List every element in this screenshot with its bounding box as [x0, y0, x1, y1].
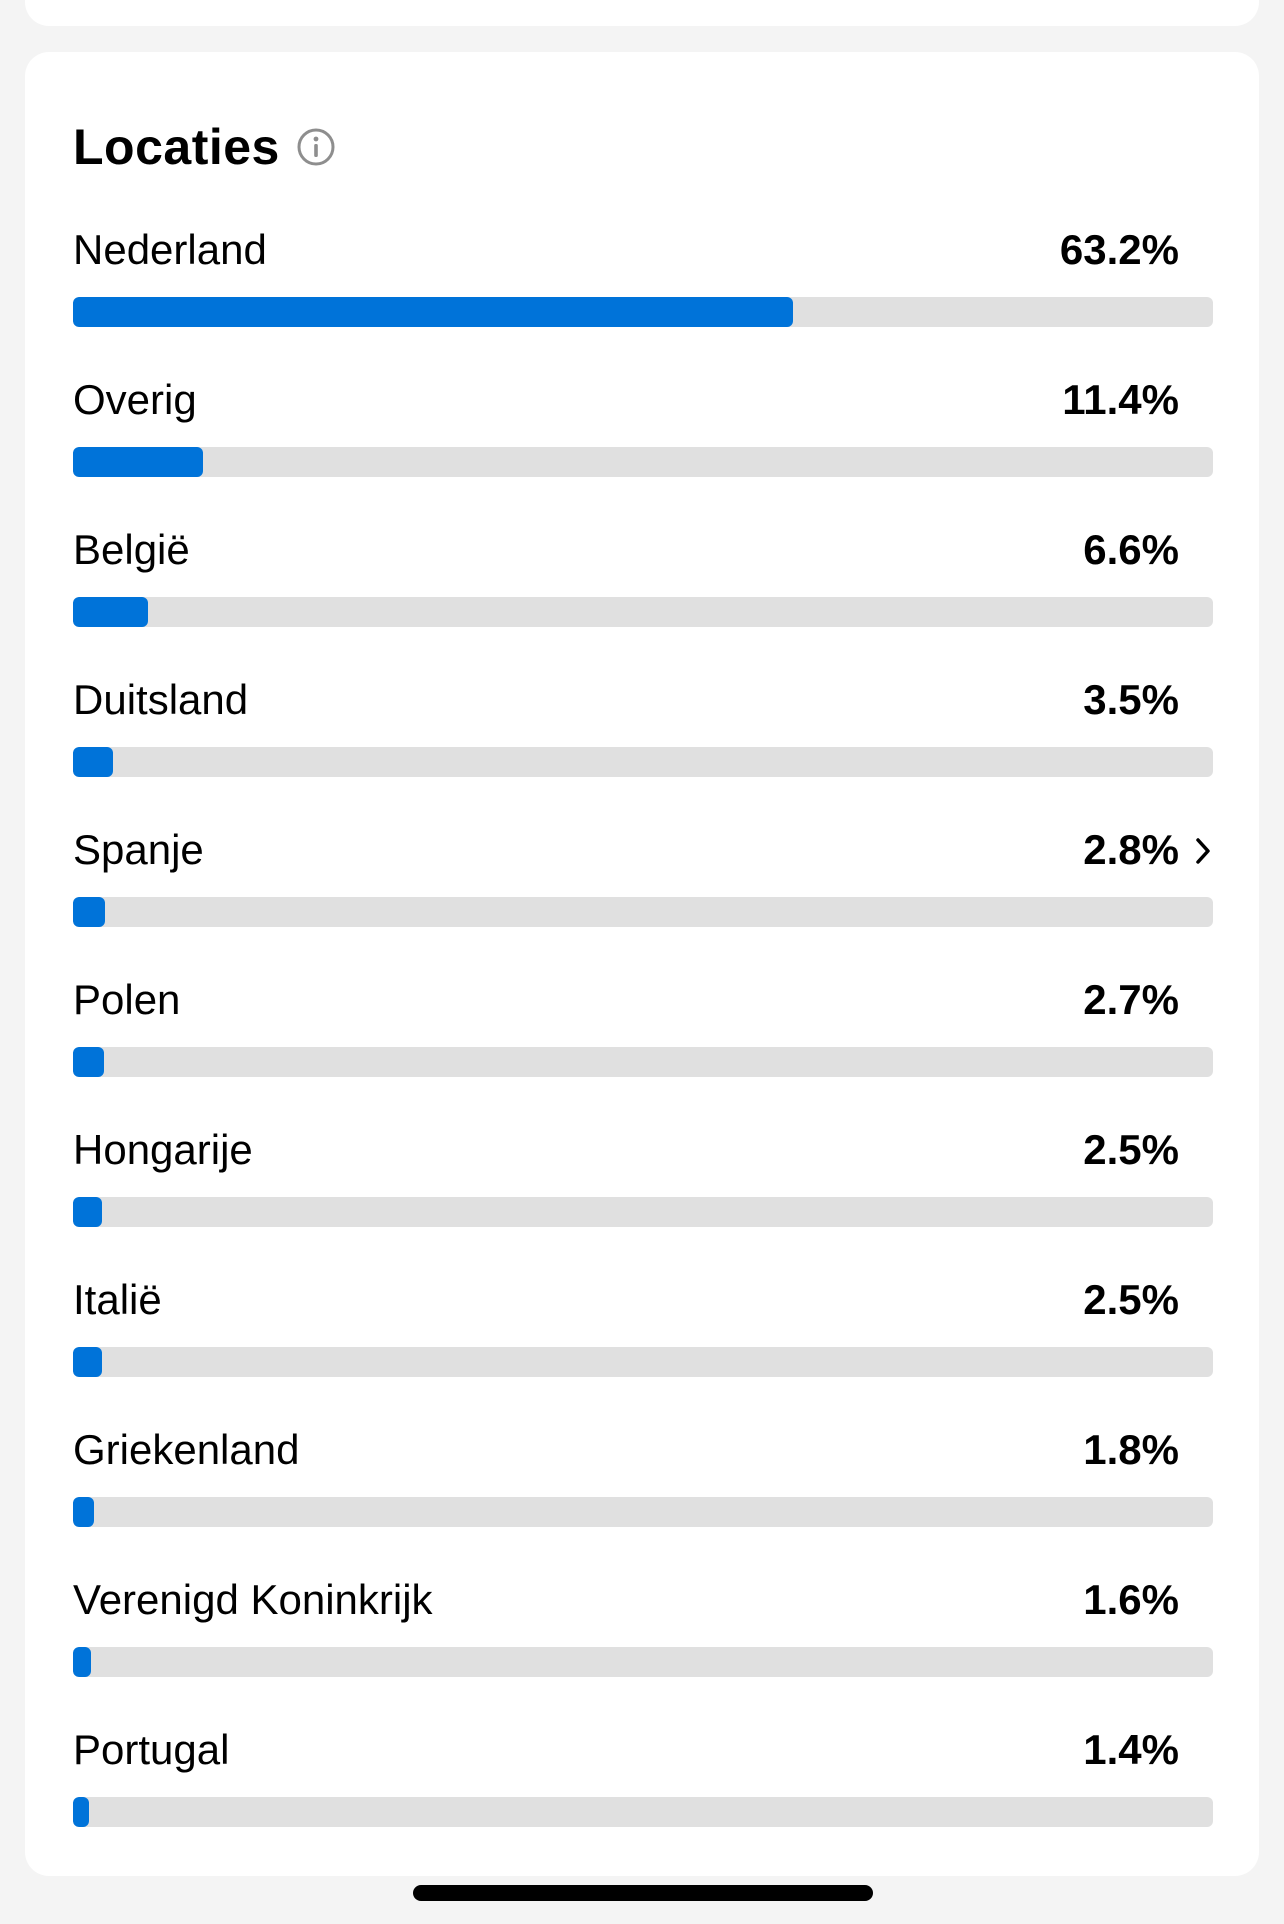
percentage-bar-fill [73, 1347, 102, 1377]
percentage-bar-track [73, 447, 1213, 477]
location-percentage: 2.7% [1083, 976, 1179, 1023]
percentage-bar-fill [73, 1647, 91, 1677]
location-percentage: 3.5% [1083, 676, 1179, 723]
location-percentage: 1.4% [1083, 1726, 1179, 1773]
percentage-bar-fill [73, 1047, 104, 1077]
location-percentage: 6.6% [1083, 526, 1179, 573]
percentage-bar-track [73, 747, 1213, 777]
percentage-bar-track [73, 1047, 1213, 1077]
percentage-bar-fill [73, 297, 793, 327]
location-row: Nederland 63.2% [73, 220, 1213, 370]
location-row: Overig 11.4% [73, 370, 1213, 520]
card-header: Locaties [73, 114, 336, 180]
location-label: Portugal [73, 1726, 230, 1773]
section-title: Locaties [73, 119, 280, 175]
percentage-bar-fill [73, 1797, 89, 1827]
location-label: België [73, 526, 190, 573]
location-label: Overig [73, 376, 197, 423]
location-row: Duitsland 3.5% [73, 670, 1213, 820]
location-row: Griekenland 1.8% [73, 1420, 1213, 1570]
location-row: Italië 2.5% [73, 1270, 1213, 1420]
percentage-bar-fill [73, 447, 203, 477]
location-percentage: 2.5% [1083, 1276, 1179, 1323]
location-label: Polen [73, 976, 181, 1023]
location-row: België 6.6% [73, 520, 1213, 670]
chevron-right-icon[interactable] [1193, 836, 1213, 866]
location-percentage: 63.2% [1059, 226, 1179, 273]
location-label: Hongarije [73, 1126, 253, 1173]
percentage-bar-fill [73, 1497, 94, 1527]
percentage-bar-fill [73, 597, 148, 627]
locations-list: Nederland 63.2% Overig 11.4% België 6.6% Duits… [73, 220, 1213, 1870]
percentage-bar-track [73, 1497, 1213, 1527]
percentage-bar-track [73, 597, 1213, 627]
location-label: Griekenland [73, 1426, 300, 1473]
location-percentage: 1.8% [1083, 1426, 1179, 1473]
location-percentage: 11.4% [1062, 376, 1179, 423]
percentage-bar-track [73, 897, 1213, 927]
percentage-bar-track [73, 1647, 1213, 1677]
location-label: Spanje [73, 826, 204, 873]
percentage-bar-track [73, 1347, 1213, 1377]
percentage-bar-fill [73, 897, 105, 927]
location-row: Portugal 1.4% [73, 1720, 1213, 1870]
percentage-bar-track [73, 1197, 1213, 1227]
percentage-bar-fill [73, 1197, 102, 1227]
percentage-bar-fill [73, 747, 113, 777]
location-row[interactable]: Spanje 2.8% [73, 820, 1213, 970]
percentage-bar-track [73, 1797, 1213, 1827]
home-indicator[interactable] [413, 1885, 873, 1901]
location-label: Verenigd Koninkrijk [73, 1576, 433, 1623]
location-percentage: 2.8% [1083, 826, 1179, 873]
location-row: Verenigd Koninkrijk 1.6% [73, 1570, 1213, 1720]
previous-card [25, 0, 1259, 26]
percentage-bar-track [73, 297, 1213, 327]
location-percentage: 2.5% [1083, 1126, 1179, 1173]
location-row: Hongarije 2.5% [73, 1120, 1213, 1270]
locations-card: Locaties Nederland 63.2% Overig 11.4% België… [25, 52, 1259, 1876]
location-label: Duitsland [73, 676, 249, 723]
location-label: Nederland [73, 226, 267, 273]
location-percentage: 1.6% [1083, 1576, 1179, 1623]
info-circle-icon[interactable] [296, 127, 336, 167]
location-row: Polen 2.7% [73, 970, 1213, 1120]
location-label: Italië [73, 1276, 162, 1323]
